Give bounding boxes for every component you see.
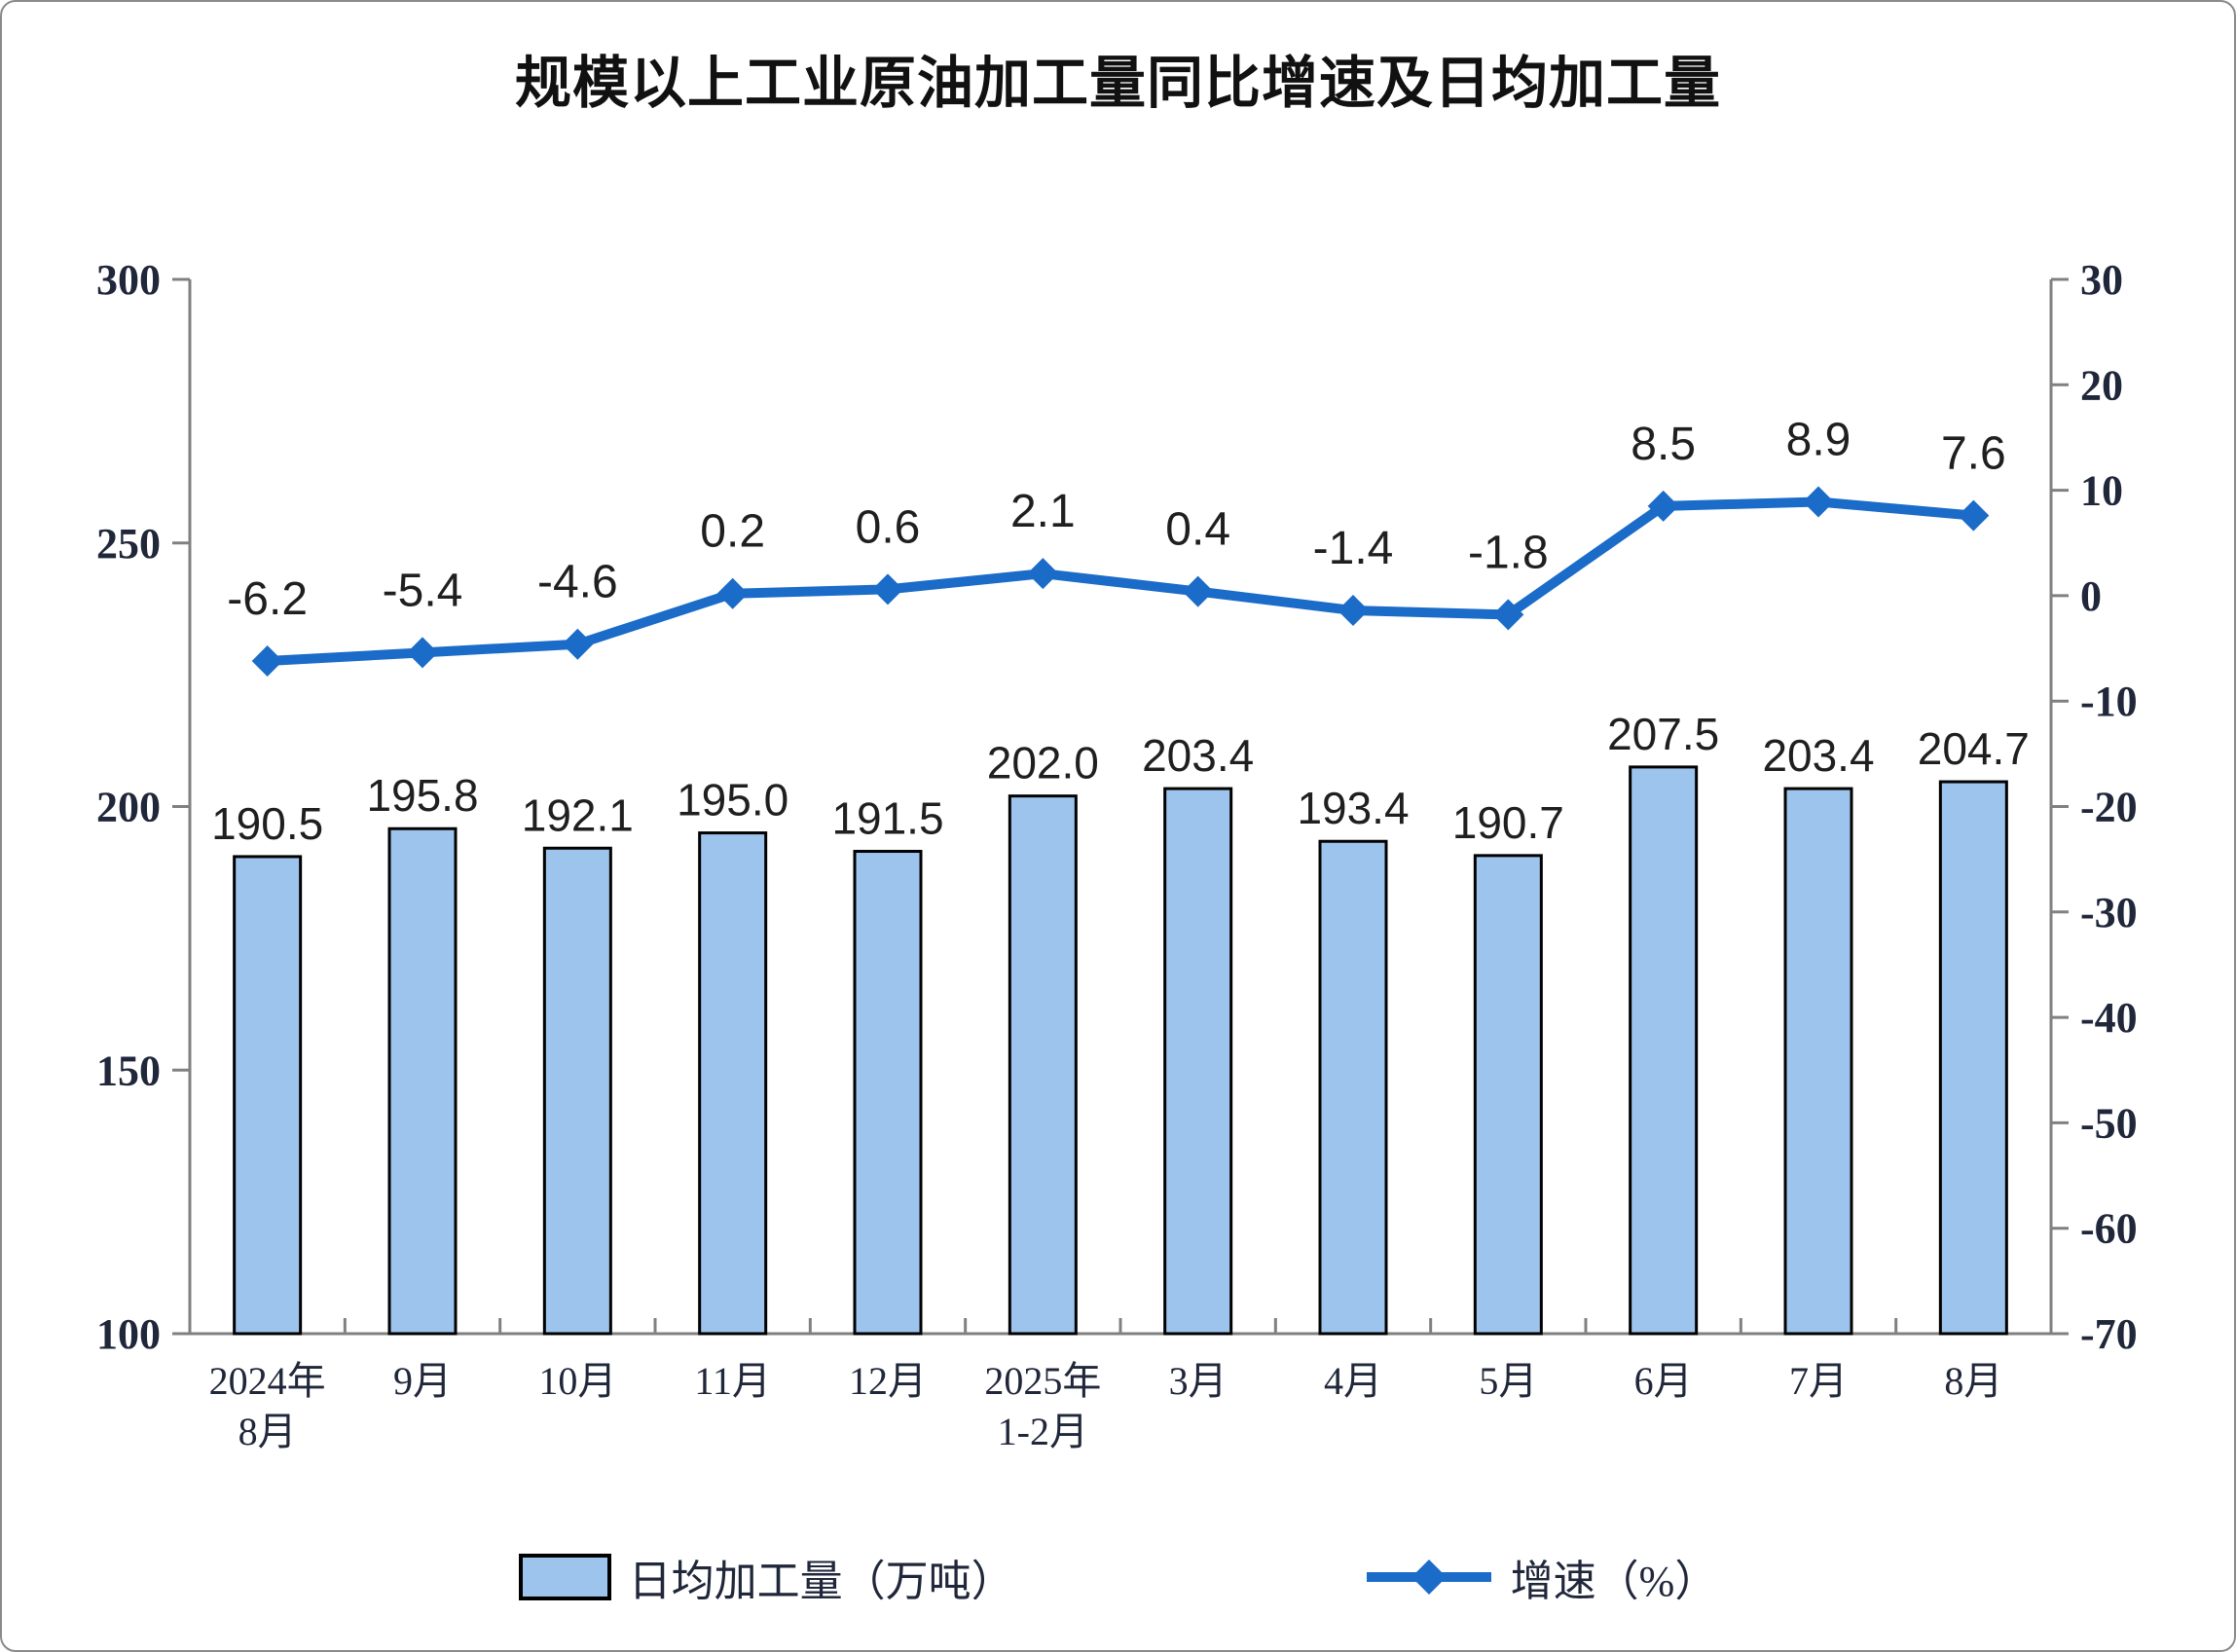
combo-chart: 3002502001501003020100-10-20-30-40-50-60…: [96, 256, 2138, 1453]
x-axis-label: 3月: [1169, 1359, 1228, 1403]
bar: [1783, 787, 1853, 1336]
line-marker: [562, 628, 594, 660]
growth-line: [262, 496, 1979, 667]
right-axis-tick-label: 0: [2080, 572, 2102, 620]
line-value-label: 2.1: [1010, 486, 1076, 537]
line-value-label: 8.5: [1631, 419, 1696, 470]
bar-legend-swatch: [518, 1554, 611, 1600]
right-axis-tick-label: -20: [2080, 784, 2138, 831]
legend-item-bar: 日均加工量（万吨）: [518, 1546, 1014, 1608]
line-marker: [1803, 486, 1834, 518]
right-axis-tick-label: 30: [2080, 256, 2123, 304]
bar: [1318, 839, 1388, 1336]
line-legend-swatch: [1366, 1560, 1491, 1595]
bar-value-label: 190.5: [211, 798, 323, 849]
bar-legend-label: 日均加工量（万吨）: [628, 1558, 1014, 1605]
bar-value-label: 191.5: [831, 793, 943, 844]
bar-value-label: 190.7: [1452, 797, 1564, 848]
bar-value-label: 207.5: [1607, 709, 1719, 759]
right-axis-tick-label: -40: [2080, 994, 2138, 1042]
bar-value-label: 193.4: [1297, 783, 1409, 833]
bar-value-label: 192.1: [522, 789, 634, 840]
line-value-label: -5.4: [383, 565, 463, 616]
bar-value-label: 195.8: [366, 770, 478, 821]
line-value-label: 8.9: [1786, 415, 1851, 466]
left-axis-tick-label: 150: [96, 1046, 161, 1094]
bar-value-label: 203.4: [1142, 730, 1254, 781]
line-marker: [1492, 599, 1524, 631]
line-value-label: 0.6: [856, 501, 921, 553]
x-axis-label: 9月: [393, 1359, 452, 1403]
left-axis-tick-label: 300: [96, 256, 161, 304]
bar: [698, 831, 768, 1336]
right-axis-tick-label: 10: [2080, 467, 2123, 515]
bar-value-label: 195.0: [677, 775, 788, 826]
line-legend-label: 增速（%）: [1510, 1558, 1718, 1605]
bar: [853, 850, 923, 1336]
line-marker: [1027, 558, 1059, 590]
bar: [542, 846, 612, 1336]
x-axis-label: 5月: [1479, 1359, 1537, 1403]
line-value-label: 7.6: [1941, 428, 2006, 480]
right-axis-tick-label: -30: [2080, 889, 2138, 936]
x-axis-label: 8月: [238, 1410, 297, 1453]
line-marker: [1182, 575, 1214, 607]
x-axis-label: 10月: [538, 1359, 616, 1403]
bar: [1629, 765, 1699, 1336]
bar-value-label: 203.4: [1762, 730, 1874, 781]
line-value-label: -1.8: [1468, 527, 1549, 578]
bar-value-label: 202.0: [987, 738, 1099, 789]
line-marker: [251, 645, 283, 678]
line-value-label: 0.2: [700, 506, 765, 558]
right-axis-tick-label: -50: [2080, 1099, 2138, 1147]
chart-title: 规模以上工业原油加工量同比增速及日均加工量: [514, 52, 1721, 115]
line-marker: [1338, 595, 1369, 627]
line-marker: [407, 637, 438, 669]
line-marker: [1958, 499, 1990, 532]
bar-value-label: 204.7: [1918, 723, 2030, 774]
x-axis-label: 8月: [1944, 1359, 2002, 1403]
x-axis-label: 1-2月: [998, 1410, 1088, 1453]
line-value-label: -6.2: [227, 573, 308, 625]
chart-legend: 日均加工量（万吨） 增速（%）: [0, 1538, 2236, 1616]
line-marker: [1647, 490, 1679, 522]
right-axis-tick-label: 20: [2080, 361, 2123, 409]
left-axis-tick-label: 100: [96, 1310, 161, 1358]
bar: [233, 855, 303, 1336]
x-axis-label: 4月: [1324, 1359, 1382, 1403]
line-marker: [716, 577, 749, 609]
right-axis-tick-label: -70: [2080, 1310, 2138, 1358]
bar: [387, 826, 458, 1336]
x-axis-label: 2025年: [984, 1359, 1101, 1403]
legend-item-line: 增速（%）: [1365, 1546, 1718, 1608]
line-value-label: -4.6: [537, 557, 618, 608]
bar: [1163, 787, 1233, 1336]
x-axis-label: 2024年: [209, 1359, 326, 1403]
x-axis-label: 6月: [1634, 1359, 1693, 1403]
right-axis-tick-label: -60: [2080, 1205, 2138, 1253]
line-value-label: 0.4: [1165, 504, 1230, 556]
bar: [1008, 794, 1078, 1336]
bar: [1473, 854, 1543, 1336]
x-axis-label: 12月: [849, 1359, 927, 1403]
line-value-label: -1.4: [1313, 523, 1394, 574]
left-axis-tick-label: 200: [96, 784, 161, 831]
line-marker: [872, 573, 903, 606]
left-axis-tick-label: 250: [96, 520, 161, 568]
right-axis-tick-label: -10: [2080, 678, 2138, 725]
bar: [1938, 780, 2008, 1336]
x-axis-label: 7月: [1789, 1359, 1848, 1403]
x-axis-label: 11月: [694, 1359, 771, 1403]
